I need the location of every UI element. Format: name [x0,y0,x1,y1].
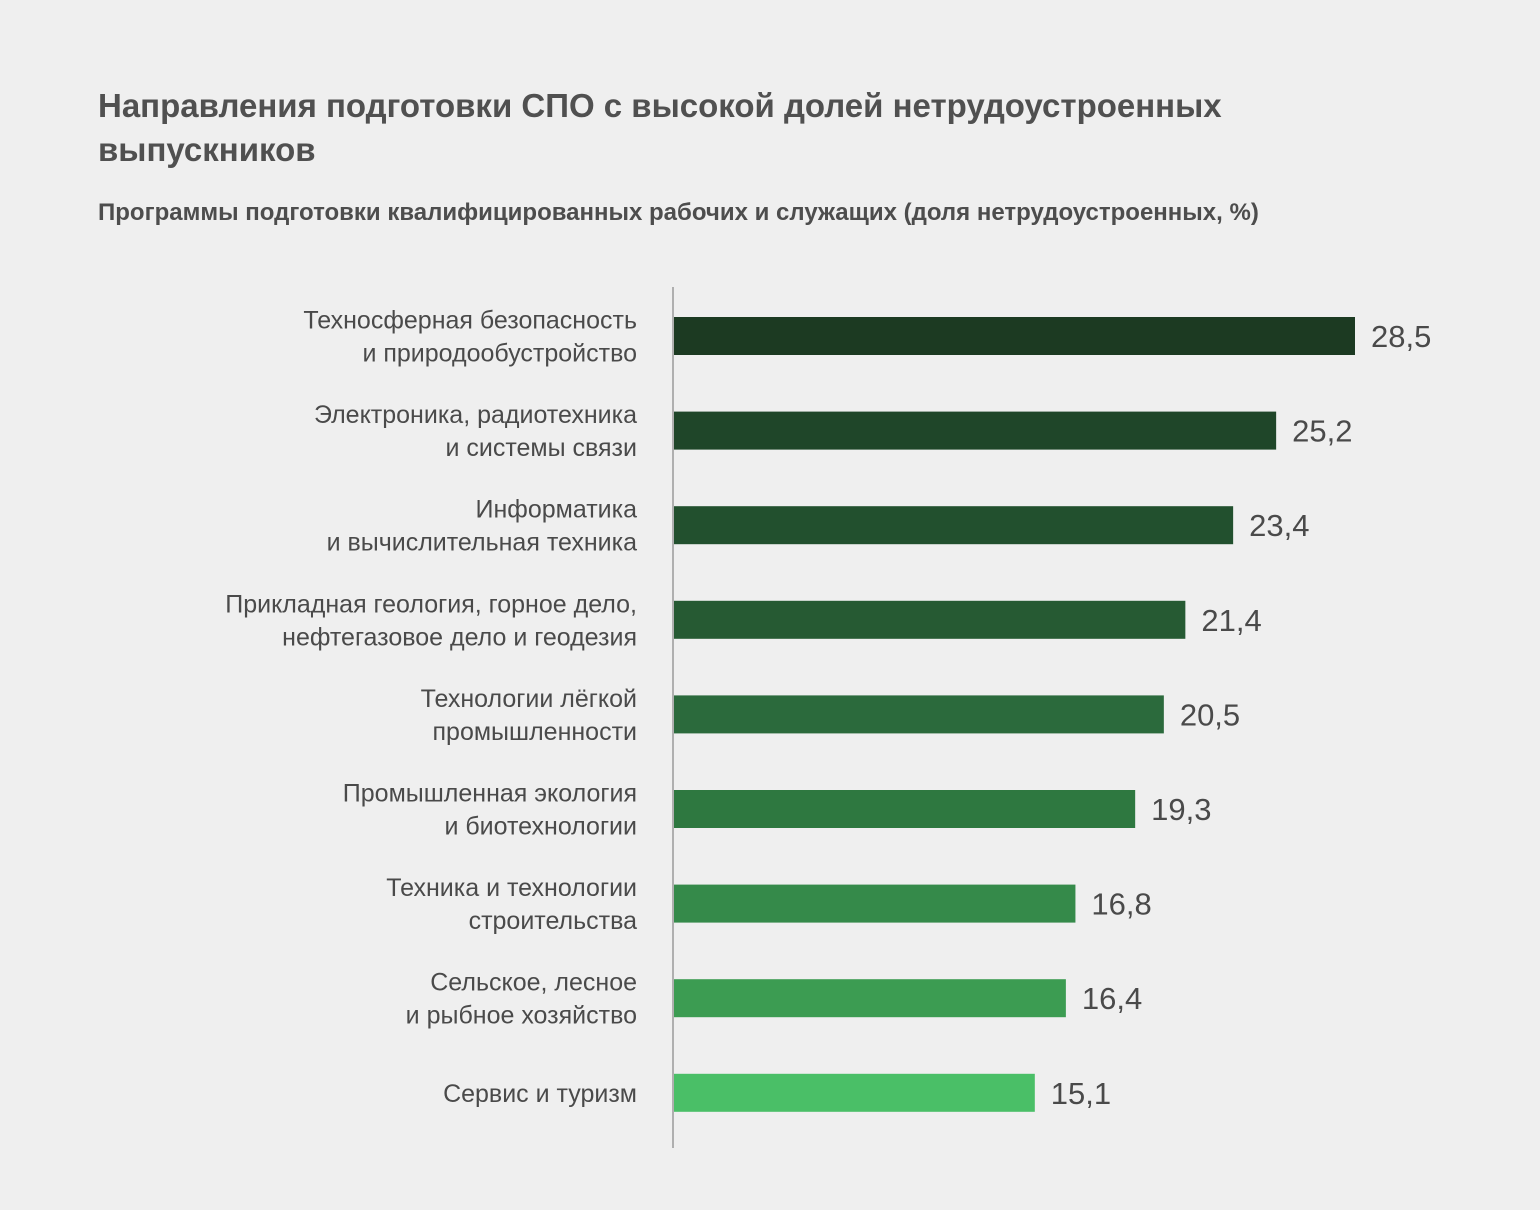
bar-2 [674,411,1277,450]
bar-7 [674,884,1076,923]
bar-8 [674,979,1066,1018]
value-label-3: 23,4 [1249,508,1309,543]
category-label-3: Информатика и вычислительная техника [327,496,638,557]
chart-subtitle: Программы подготовки квалифицированных р… [98,199,1259,226]
value-label-2: 25,2 [1292,414,1352,449]
category-label-6: Промышленная экология и биотехнологии [343,780,637,841]
bar-4 [674,600,1186,639]
value-label-7: 16,8 [1091,887,1151,922]
bar-9 [674,1073,1035,1112]
bar-6 [674,790,1136,828]
chart-title: Направления подготовки СПО с высокой дол… [98,87,1222,168]
value-label-6: 19,3 [1151,792,1211,827]
value-label-8: 16,4 [1082,981,1142,1016]
value-label-4: 21,4 [1201,603,1261,638]
value-label-5: 20,5 [1180,697,1240,732]
category-label-1: Техносферная безопасность и природообустр… [303,307,637,368]
bars-group: 28,5 Техносферная безопасность и природооб… [225,307,1431,1112]
category-label-4: Прикладная геология, горное дело, нефтега… [225,590,637,651]
category-label-7: Техника и технологии строительства [386,874,637,935]
value-label-1: 28,5 [1371,319,1431,354]
bar-5 [674,695,1164,734]
category-label-5: Технологии лёгкой промышленности [421,685,637,746]
bar-1 [674,317,1355,355]
category-label-2: Электроника, радиотехника и системы связи [314,401,637,462]
bar-3 [674,506,1234,545]
category-label-8: Сельское, лесное и рыбное хозяйство [406,969,637,1030]
value-label-9: 15,1 [1051,1076,1111,1111]
category-label-9: Сервис и туризм [443,1080,637,1108]
